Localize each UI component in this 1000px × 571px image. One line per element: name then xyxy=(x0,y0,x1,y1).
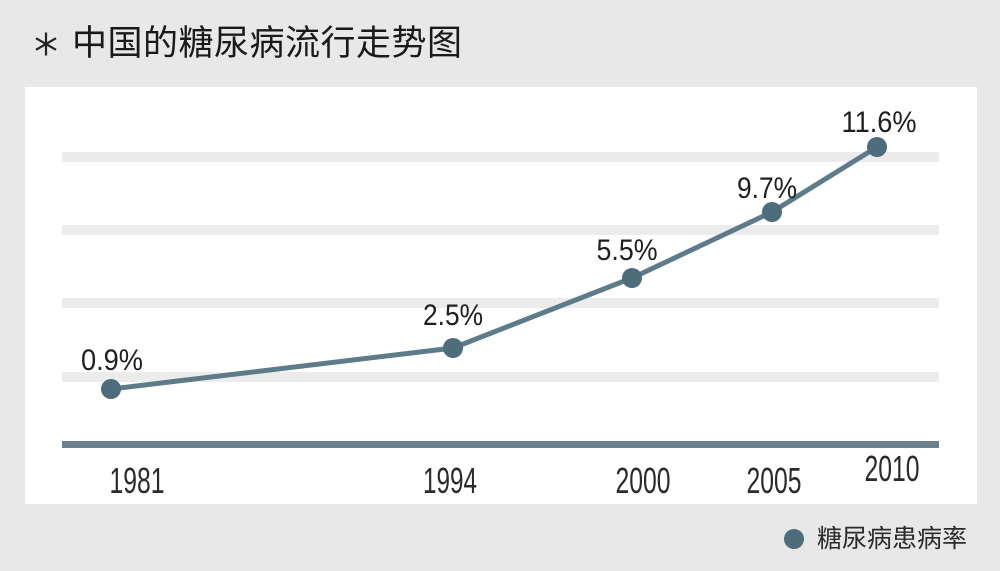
chart-header: 中国的糖尿病流行走势图 xyxy=(33,24,463,64)
gridline-band-3 xyxy=(62,372,939,382)
x-axis-line xyxy=(62,441,939,448)
value-label-1994: 2.5% xyxy=(423,299,483,332)
asterisk-icon xyxy=(33,30,59,58)
chart-panel: 0.9% 1981 2.5% 1994 5.5% 2000 9.7% 2005 11.6% 201… xyxy=(25,87,977,504)
legend: 糖尿病患病率 xyxy=(784,524,968,553)
value-label-2010: 11.6% xyxy=(842,106,917,139)
x-tick-label-2010: 2010 xyxy=(865,448,920,489)
page-title: 中国的糖尿病流行走势图 xyxy=(72,24,463,63)
line-chart: 0.9% 1981 2.5% 1994 5.5% 2000 9.7% 2005 11.6% 201… xyxy=(62,106,939,501)
legend-label: 糖尿病患病率 xyxy=(817,524,968,553)
x-tick-label-1981: 1981 xyxy=(110,460,165,501)
value-label-2005: 9.7% xyxy=(737,172,797,205)
value-label-2000: 5.5% xyxy=(597,234,658,267)
gridline-band-0 xyxy=(62,152,939,162)
data-point-2005 xyxy=(762,202,782,222)
data-point-1981 xyxy=(101,379,121,399)
data-point-2010 xyxy=(867,137,887,157)
data-point-1994 xyxy=(443,338,463,358)
gridline-band-2 xyxy=(62,298,939,308)
data-point-2000 xyxy=(622,268,642,288)
gridline-band-1 xyxy=(62,225,939,235)
x-tick-label-1994: 1994 xyxy=(423,460,477,501)
legend-dot-icon xyxy=(784,529,804,549)
x-tick-label-2000: 2000 xyxy=(616,460,671,501)
value-label-1981: 0.9% xyxy=(81,344,143,377)
x-tick-label-2005: 2005 xyxy=(747,460,802,501)
